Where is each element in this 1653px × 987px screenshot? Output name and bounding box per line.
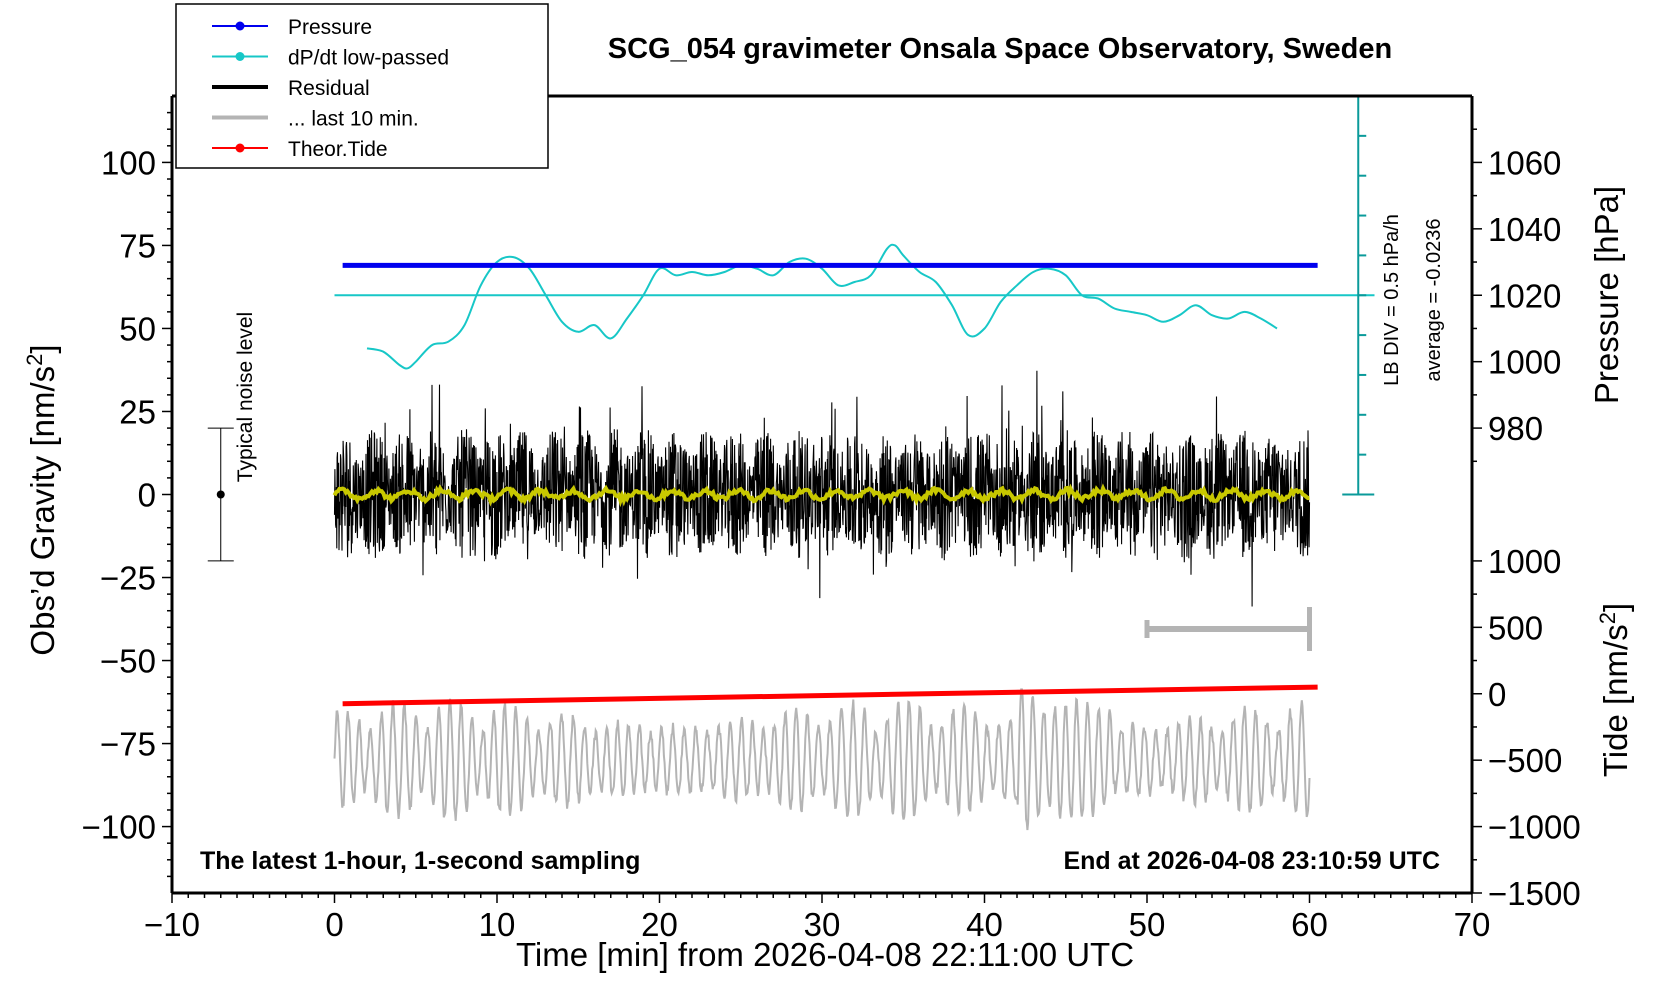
noise-level-label: Typical noise level bbox=[234, 312, 257, 482]
left-tick-label: −100 bbox=[82, 809, 156, 846]
tide-tick-label: −1500 bbox=[1488, 875, 1581, 912]
tide-tick-label: 0 bbox=[1488, 676, 1506, 713]
pressure-tick-label: 1020 bbox=[1488, 277, 1561, 314]
legend-label: Theor.Tide bbox=[288, 138, 388, 161]
x-tick-label: 60 bbox=[1291, 906, 1328, 943]
left-tick-label: −25 bbox=[100, 560, 156, 597]
tide-tick-label: −1000 bbox=[1488, 809, 1581, 846]
pressure-tick-label: 1040 bbox=[1488, 211, 1561, 248]
x-tick-label: 70 bbox=[1454, 906, 1491, 943]
left-tick-label: −75 bbox=[100, 726, 156, 763]
footer-left-label: The latest 1-hour, 1-second sampling bbox=[200, 847, 640, 875]
legend-items: Pressure dP/dt low-passed Residual ... last… bbox=[212, 16, 449, 161]
x-tick-label: 40 bbox=[966, 906, 1003, 943]
legend-label: Residual bbox=[288, 77, 370, 100]
legend: Pressure dP/dt low-passed Residual ... last… bbox=[175, 3, 549, 169]
x-tick-label: 30 bbox=[804, 906, 841, 943]
pressure-tick-label: 980 bbox=[1488, 410, 1543, 447]
chart-title: SCG_054 gravimeter Onsala Space Observat… bbox=[608, 33, 1392, 65]
dpdt-curve bbox=[366, 243, 1278, 370]
plot-layer: −10 0 10 20 30 40 50 60 701007550250−25−50−75−10… bbox=[82, 94, 1581, 943]
x-tick-label: 50 bbox=[1129, 906, 1166, 943]
average-label: average = -0.0236 bbox=[1423, 219, 1445, 382]
left-tick-label: 0 bbox=[138, 477, 156, 514]
noise-level-point bbox=[216, 490, 225, 499]
last-10-min-trace bbox=[333, 688, 1311, 831]
tide-tick-label: 500 bbox=[1488, 609, 1543, 646]
tide-tick-label: 1000 bbox=[1488, 543, 1561, 580]
left-axis-title: Obs’d Gravity [nm/s2] bbox=[22, 344, 61, 655]
x-tick-label: 20 bbox=[641, 906, 678, 943]
legend-marker bbox=[235, 143, 245, 153]
pressure-axis-title: Pressure [hPa] bbox=[1588, 186, 1625, 404]
x-tick-label: 0 bbox=[325, 906, 343, 943]
legend-label: ... last 10 min. bbox=[288, 108, 419, 131]
legend-label: dP/dt low-passed bbox=[288, 47, 449, 70]
x-tick-label: −10 bbox=[144, 906, 200, 943]
residual-smoothed-trace bbox=[332, 483, 1310, 508]
tide-tick-label: −500 bbox=[1488, 742, 1562, 779]
left-tick-label: 100 bbox=[101, 144, 156, 181]
x-axis-title: Time [min] from 2026-04-08 22:11:00 UTC bbox=[516, 936, 1134, 973]
legend-marker bbox=[235, 21, 245, 31]
pressure-tick-label: 1000 bbox=[1488, 344, 1561, 381]
left-tick-label: 25 bbox=[119, 393, 156, 430]
pressure-tick-label: 1060 bbox=[1488, 144, 1561, 181]
left-tick-label: 50 bbox=[119, 310, 156, 347]
footer-right-label: End at 2026-04-08 23:10:59 UTC bbox=[1063, 847, 1440, 875]
left-tick-label: 75 bbox=[119, 227, 156, 264]
theor-tide-line bbox=[342, 684, 1318, 707]
legend-label: Pressure bbox=[288, 16, 372, 39]
left-tick-label: −50 bbox=[100, 643, 156, 680]
lb-div-label: LB DIV = 0.5 hPa/h bbox=[1381, 214, 1403, 386]
tide-axis-title: Tide [nm/s2] bbox=[1595, 603, 1634, 777]
legend-marker bbox=[235, 52, 245, 61]
x-tick-label: 10 bbox=[479, 906, 516, 943]
